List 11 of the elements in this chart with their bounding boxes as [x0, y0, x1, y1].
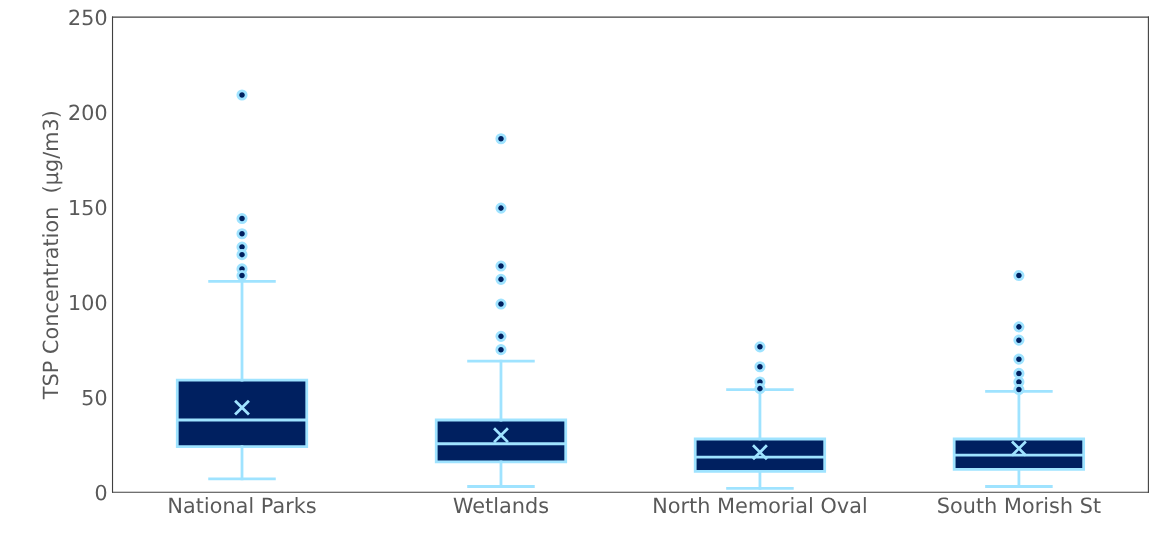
- x-tick-label: National Parks: [169, 497, 316, 514]
- y-tick-label: 0: [95, 484, 107, 501]
- x-tick-label: Wetlands: [453, 497, 549, 514]
- y-tick-label: 50: [82, 389, 107, 406]
- y-tick-label: 150: [70, 199, 107, 216]
- y-axis-title: TSP Concentration (µg/m3): [42, 111, 63, 400]
- x-tick-label: South Morish St: [938, 497, 1101, 514]
- y-tick-label: 250: [69, 9, 107, 26]
- x-tick-label: North Memorial Oval: [654, 497, 866, 514]
- y-tick-label: 100: [70, 294, 107, 311]
- y-tick-label: 200: [69, 104, 107, 121]
